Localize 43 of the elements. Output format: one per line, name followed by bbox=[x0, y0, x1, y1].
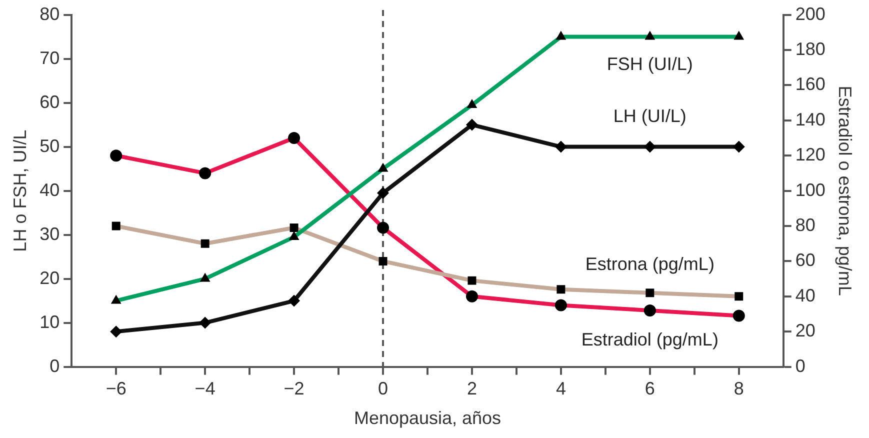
y2-tick-label: 20 bbox=[795, 320, 816, 341]
point bbox=[377, 187, 390, 199]
y-tick-label: 80 bbox=[40, 4, 60, 24]
x-tick-label: 6 bbox=[644, 378, 655, 399]
y2-tick-label: 120 bbox=[795, 144, 826, 165]
y2-tick-label: 100 bbox=[795, 180, 826, 200]
point bbox=[466, 118, 478, 131]
x-tick-label: −4 bbox=[194, 378, 216, 399]
y-tick-label: 40 bbox=[40, 180, 60, 200]
point bbox=[288, 294, 300, 307]
series-label: Estrona (pg/mL) bbox=[585, 254, 714, 274]
x-tick-label: 0 bbox=[378, 378, 388, 399]
series-label: Estradiol (pg/mL) bbox=[581, 329, 718, 350]
y-tick-label: 10 bbox=[40, 312, 60, 332]
point bbox=[732, 140, 745, 153]
point bbox=[644, 140, 656, 153]
y-tick-label: 20 bbox=[40, 268, 60, 288]
point bbox=[554, 140, 567, 153]
point bbox=[199, 316, 212, 329]
y-tick-label: 0 bbox=[50, 356, 60, 376]
point bbox=[110, 326, 122, 338]
x-tick-label: −2 bbox=[284, 378, 304, 399]
y-axis-title: LH o FSH, UI/L bbox=[10, 130, 30, 252]
series-label: LH (UI/L) bbox=[613, 106, 686, 126]
x-tick-label: −6 bbox=[106, 378, 126, 399]
x-tick-label: 2 bbox=[466, 378, 477, 399]
y2-tick-label: 0 bbox=[795, 356, 806, 376]
y2-axis-title: Estradiol o estrona, pg/mL bbox=[835, 86, 856, 296]
y2-tick-label: 80 bbox=[795, 214, 816, 235]
x-tick-label: 4 bbox=[556, 378, 566, 399]
x-axis-title: Menopausia, años bbox=[354, 408, 502, 428]
y2-tick-label: 200 bbox=[795, 4, 826, 24]
y2-tick-label: 140 bbox=[795, 109, 826, 130]
y2-tick-label: 40 bbox=[795, 285, 816, 306]
y-tick-label: 70 bbox=[40, 48, 60, 68]
y2-tick-label: 160 bbox=[795, 74, 826, 94]
x-tick-label: 8 bbox=[734, 378, 744, 399]
series-label: FSH (UI/L) bbox=[606, 54, 693, 74]
y-tick-label: 60 bbox=[40, 92, 60, 112]
y2-tick-label: 180 bbox=[795, 38, 826, 59]
y2-tick-label: 60 bbox=[795, 250, 816, 270]
y-tick-label: 50 bbox=[40, 136, 60, 156]
y-tick-label: 30 bbox=[40, 224, 60, 244]
